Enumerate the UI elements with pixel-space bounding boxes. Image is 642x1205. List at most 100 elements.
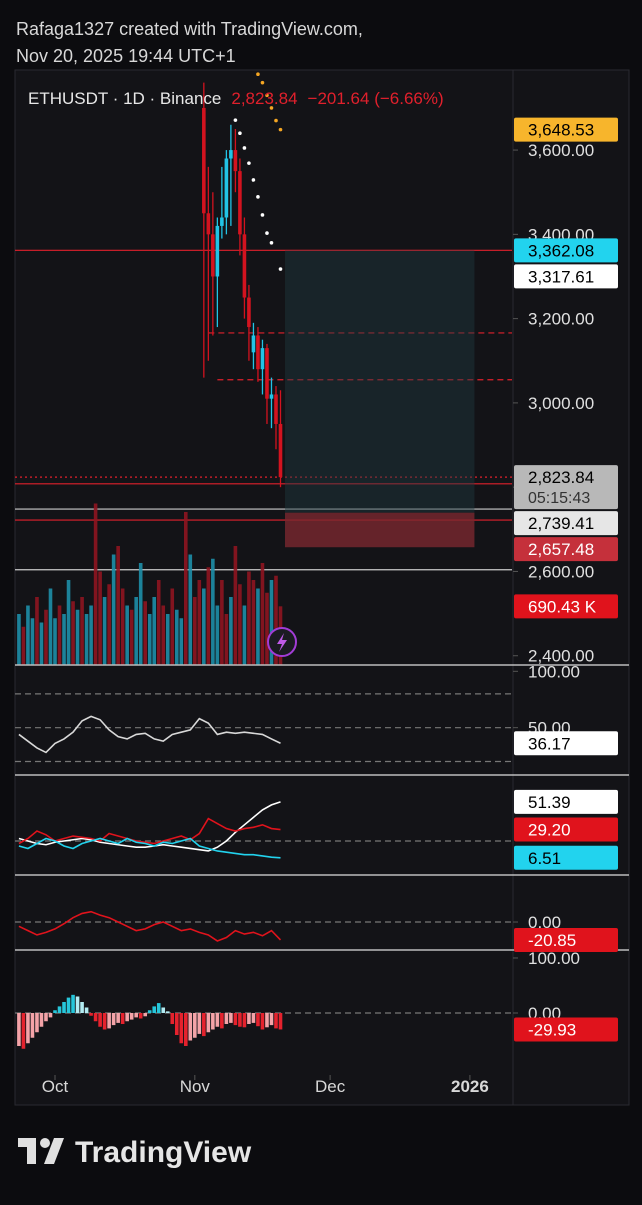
y-tick-label: 2,600.00 (528, 562, 594, 581)
volume-bar (57, 605, 62, 665)
volume-bar (48, 588, 53, 665)
brand: TradingView (75, 1136, 252, 1169)
volume-bar (233, 546, 238, 665)
volume-bar (26, 605, 30, 665)
price-label-box (514, 594, 618, 619)
histogram-bar (197, 1012, 202, 1034)
histogram-bar (274, 1012, 278, 1029)
logo-mark (18, 1138, 36, 1164)
volume-bar (89, 605, 93, 665)
histogram-bar (224, 1012, 229, 1024)
histogram-bar (211, 1012, 215, 1030)
logo (18, 1138, 64, 1164)
histogram-bar (174, 1012, 179, 1036)
sar-dot (278, 267, 283, 271)
volume-bar (242, 605, 247, 665)
sar-dot (274, 118, 278, 123)
histogram-bar (71, 994, 75, 1013)
sar-dot (251, 178, 256, 182)
candle-body (202, 107, 206, 214)
volume-bar (260, 563, 265, 665)
price-label: 690.43 K (528, 597, 597, 616)
sar-dot (260, 213, 265, 217)
histogram-bar (93, 1012, 98, 1022)
indicator-line (18, 837, 281, 859)
sar-dot (269, 106, 274, 110)
histogram-bar (120, 1012, 125, 1024)
candle-body (247, 297, 251, 328)
candle-body (206, 213, 211, 235)
y-tick-label: 0.00 (528, 913, 561, 932)
volume-bar (179, 618, 184, 665)
candle-body (238, 171, 242, 235)
volume-bar (161, 605, 166, 665)
y-tick-label: 2,400.00 (528, 647, 594, 666)
price-label: 6.51 (528, 849, 561, 868)
price-label-box (514, 511, 618, 536)
legend-price: 2,823.84 (231, 89, 297, 108)
price-label-box (514, 817, 618, 842)
histogram-bar (143, 1012, 148, 1017)
volume-bar (206, 567, 211, 665)
price-label: -20.85 (528, 931, 576, 950)
histogram-bar (138, 1012, 143, 1019)
candle-body (211, 234, 215, 277)
candle-body (251, 335, 256, 353)
y-tick-label: 3,600.00 (528, 141, 594, 160)
sar-dot (247, 161, 251, 165)
volume-bar (251, 580, 256, 665)
stop-zone (285, 512, 475, 548)
volume-bar (98, 571, 102, 665)
x-tick-label: Nov (180, 1077, 211, 1096)
histogram-bar (80, 1001, 84, 1013)
price-label-box (514, 927, 618, 952)
candle-body (278, 423, 283, 478)
price-label: 3,317.61 (528, 267, 594, 286)
legend-change: −201.64 (−6.66%) (308, 89, 444, 108)
histogram-bar (238, 1012, 242, 1027)
candle-body (269, 394, 274, 399)
histogram-bar (125, 1012, 129, 1022)
volume-bar (80, 597, 84, 665)
histogram-bar (220, 1012, 224, 1029)
price-label: -29.93 (528, 1020, 576, 1039)
price-label-box (514, 465, 618, 510)
histogram-bar (269, 1012, 274, 1026)
volume-bar (193, 597, 197, 665)
histogram-bar (251, 1012, 256, 1023)
histogram-bar (17, 1012, 21, 1047)
histogram-bar (44, 1012, 48, 1022)
volume-bar (17, 614, 21, 665)
histogram-bar (179, 1012, 184, 1044)
volume-bar (120, 588, 125, 665)
histogram-bar (89, 1012, 93, 1016)
price-label: 51.39 (528, 793, 571, 812)
legend-symbol: ETHUSDT · 1D · Binance (28, 89, 221, 108)
histogram-bar (75, 996, 80, 1013)
logo-mark (40, 1138, 50, 1148)
header-line: Nov 20, 2025 19:44 UTC+1 (16, 46, 236, 66)
histogram-bar (66, 997, 71, 1013)
volume-bar (116, 546, 120, 665)
y-tick-label: 100.00 (528, 949, 580, 968)
histogram-bar (206, 1012, 211, 1033)
x-tick-label: Oct (42, 1077, 69, 1096)
candle-body (229, 150, 233, 159)
volume-bar (256, 588, 260, 665)
histogram-bar (256, 1012, 260, 1027)
target-zone (285, 250, 475, 513)
histogram-bar (229, 1012, 233, 1023)
volume-bar (93, 503, 98, 665)
volume-bar (143, 601, 148, 665)
price-label-box (514, 845, 618, 870)
volume-bar (44, 609, 48, 665)
price-label: 29.20 (528, 821, 571, 840)
candle-body (220, 217, 224, 226)
histogram-bar (48, 1012, 53, 1018)
volume-bar (66, 580, 71, 665)
volume-bar (111, 554, 116, 665)
candle-body (233, 150, 238, 172)
volume-bar (197, 580, 202, 665)
indicator-line (18, 817, 281, 845)
